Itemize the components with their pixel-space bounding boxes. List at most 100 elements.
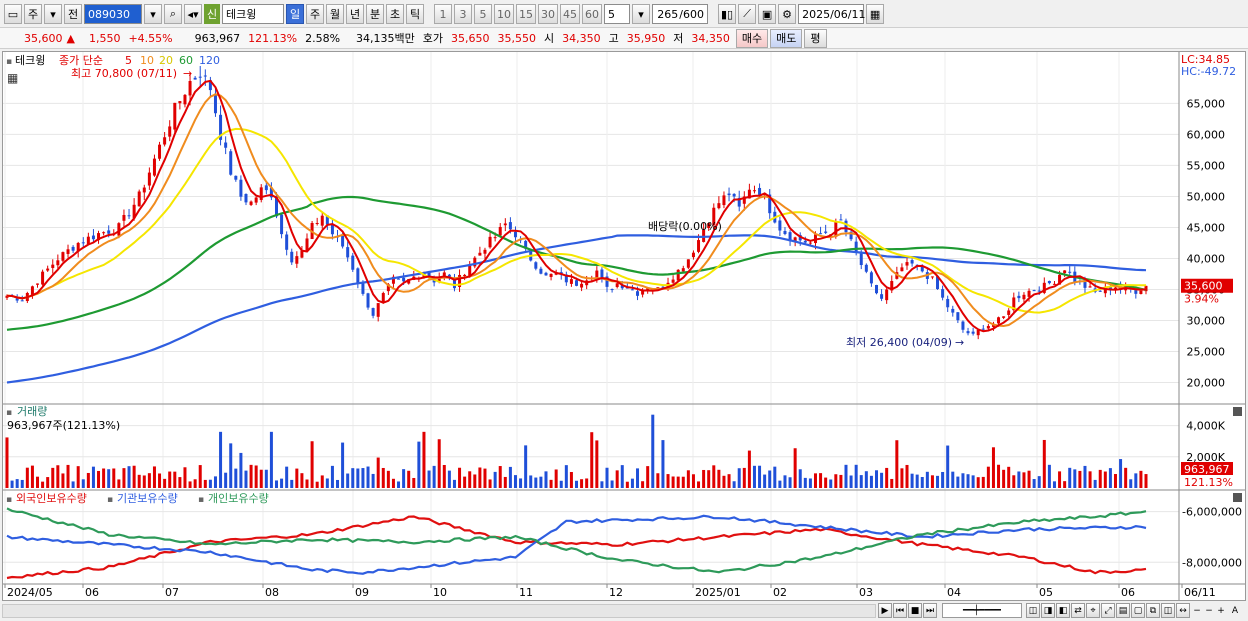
copy-icon[interactable]: ⧉ [1146, 603, 1160, 618]
interval-button-45[interactable]: 45 [560, 4, 580, 24]
volume-bar [641, 481, 645, 488]
volume-bar [890, 478, 894, 488]
interval-button-3[interactable]: 3 [454, 4, 472, 24]
expand-icon[interactable]: ⤢ [1101, 603, 1115, 618]
holdings-panel-menu-icon-2[interactable]: ▪ [107, 495, 113, 505]
ma-legend-10: 10 [140, 54, 154, 67]
stock-code-input[interactable]: 089030 [84, 4, 142, 24]
volume-bar [758, 465, 762, 488]
zoom-tool-icon-2[interactable]: ◨ [1041, 603, 1055, 618]
sell-button[interactable]: 매도 [770, 28, 803, 48]
volume-panel-close-icon[interactable] [1233, 407, 1242, 416]
volume-bar [203, 479, 207, 488]
zoom-out-icon[interactable]: − [1193, 605, 1201, 616]
interval-button-10[interactable]: 10 [494, 4, 514, 24]
stop-icon[interactable]: ■ [908, 603, 922, 618]
holdings-lines [6, 507, 1147, 580]
font-size-icon[interactable]: A [1231, 605, 1239, 616]
holdings-panel-menu-icon-3[interactable]: ▪ [198, 495, 204, 505]
chart-area[interactable]: 20,00025,00030,00035,00040,00045,00050,0… [2, 51, 1246, 601]
save-icon[interactable]: ▣ [758, 4, 777, 24]
period-type-button[interactable]: 주 [24, 4, 42, 24]
volume-current-pct: 121.13% [1184, 476, 1233, 489]
interval-button-1[interactable]: 1 [434, 4, 452, 24]
pan-icon[interactable]: ↔ [1176, 603, 1190, 618]
crosshair-icon[interactable]: ⌖ [1086, 603, 1100, 618]
speaker-icon[interactable]: ◂▾ [184, 4, 202, 24]
candle-body [163, 137, 167, 145]
volume-bar [1022, 472, 1026, 488]
candle-body [158, 144, 162, 159]
draw-tool-icon[interactable]: ⟋ [738, 4, 757, 24]
period-button-second[interactable]: 초 [386, 4, 404, 24]
volume-panel-menu-icon[interactable]: ▪ [6, 408, 12, 418]
count-total: /600 [679, 7, 704, 21]
holdings-panel-close-icon[interactable] [1233, 493, 1242, 502]
stock-code-dropdown-icon[interactable]: ▾ [144, 4, 162, 24]
layout-icon[interactable]: ▭ [4, 4, 22, 24]
interval-button-60[interactable]: 60 [582, 4, 602, 24]
prev-button[interactable]: 전 [64, 4, 82, 24]
interval-button-15[interactable]: 15 [516, 4, 536, 24]
calendar-icon[interactable]: ▦ [866, 4, 885, 24]
zoom-tool-icon-3[interactable]: ◧ [1056, 603, 1070, 618]
candle-body [452, 278, 456, 289]
gear-icon[interactable]: ⚙ [778, 4, 797, 24]
high-arrow-icon: → [183, 67, 192, 80]
zoom-slider[interactable]: ━━┿━━━━ [942, 603, 1022, 618]
x-tick-label: 06 [1121, 586, 1135, 599]
compare-icon[interactable]: ⇄ [1071, 603, 1085, 618]
volume-bar [976, 477, 980, 488]
interval-input[interactable]: 5 [604, 4, 630, 24]
period-button-day[interactable]: 일 [286, 4, 304, 24]
scroll-last-icon[interactable]: ⏭ [923, 603, 937, 618]
zoom-tool-icon-1[interactable]: ◫ [1026, 603, 1040, 618]
interval-button-5[interactable]: 5 [474, 4, 492, 24]
volume-bar [539, 476, 543, 488]
chart-scrollbar[interactable] [2, 604, 876, 618]
volume-bar [295, 468, 299, 488]
candle-body [1083, 279, 1087, 288]
candle-body [620, 285, 624, 289]
chart-canvas[interactable]: 20,00025,00030,00035,00040,00045,00050,0… [3, 52, 1245, 600]
quote-high-label: 고 [608, 32, 619, 45]
candle-body [1002, 316, 1006, 318]
eval-button[interactable]: 평 [804, 28, 827, 48]
low-annotation: 최저 26,400 (04/09) [846, 336, 952, 349]
buy-button[interactable]: 매수 [735, 28, 769, 48]
minus-icon[interactable]: − [1205, 605, 1213, 616]
volume-bar [229, 443, 233, 488]
period-button-month[interactable]: 월 [326, 4, 344, 24]
count-field[interactable]: 265 /600 [652, 4, 708, 24]
candle-body [71, 246, 75, 251]
panel-menu-icon[interactable]: ▪ [6, 57, 12, 67]
candle-body [478, 252, 482, 256]
interval-dropdown-icon[interactable]: ▾ [632, 4, 650, 24]
split-icon[interactable]: ◫ [1161, 603, 1175, 618]
layout-toggle-icon[interactable]: ▤ [1116, 603, 1130, 618]
stock-name-field[interactable]: 테크윙 [222, 4, 284, 24]
scroll-right-icon[interactable]: ▶ [878, 603, 892, 618]
period-button-minute[interactable]: 분 [366, 4, 384, 24]
grid-toggle-icon[interactable]: ▦ [7, 71, 18, 85]
candle-body [712, 207, 716, 226]
x-tick-label: 10 [433, 586, 447, 599]
scroll-first-icon[interactable]: ⏮ [893, 603, 907, 618]
candle-body [168, 126, 172, 137]
candle-body [1058, 274, 1062, 285]
date-input[interactable]: 2025/06/11 [798, 4, 866, 24]
interval-button-30[interactable]: 30 [538, 4, 558, 24]
volume-bar [630, 478, 634, 488]
volume-bar [432, 465, 436, 488]
volume-bar [122, 468, 126, 488]
candle-type-icon[interactable]: ▮▯ [718, 4, 737, 24]
holdings-panel-menu-icon[interactable]: ▪ [6, 495, 12, 505]
period-button-week[interactable]: 주 [306, 4, 324, 24]
period-button-tick[interactable]: 틱 [406, 4, 424, 24]
period-type-dropdown-icon[interactable]: ▾ [44, 4, 62, 24]
window-icon[interactable]: ▢ [1131, 603, 1145, 618]
period-button-year[interactable]: 년 [346, 4, 364, 24]
zoom-in-icon[interactable]: + [1217, 605, 1225, 616]
search-icon[interactable]: ⌕ [164, 4, 182, 24]
volume-bar [346, 473, 350, 488]
